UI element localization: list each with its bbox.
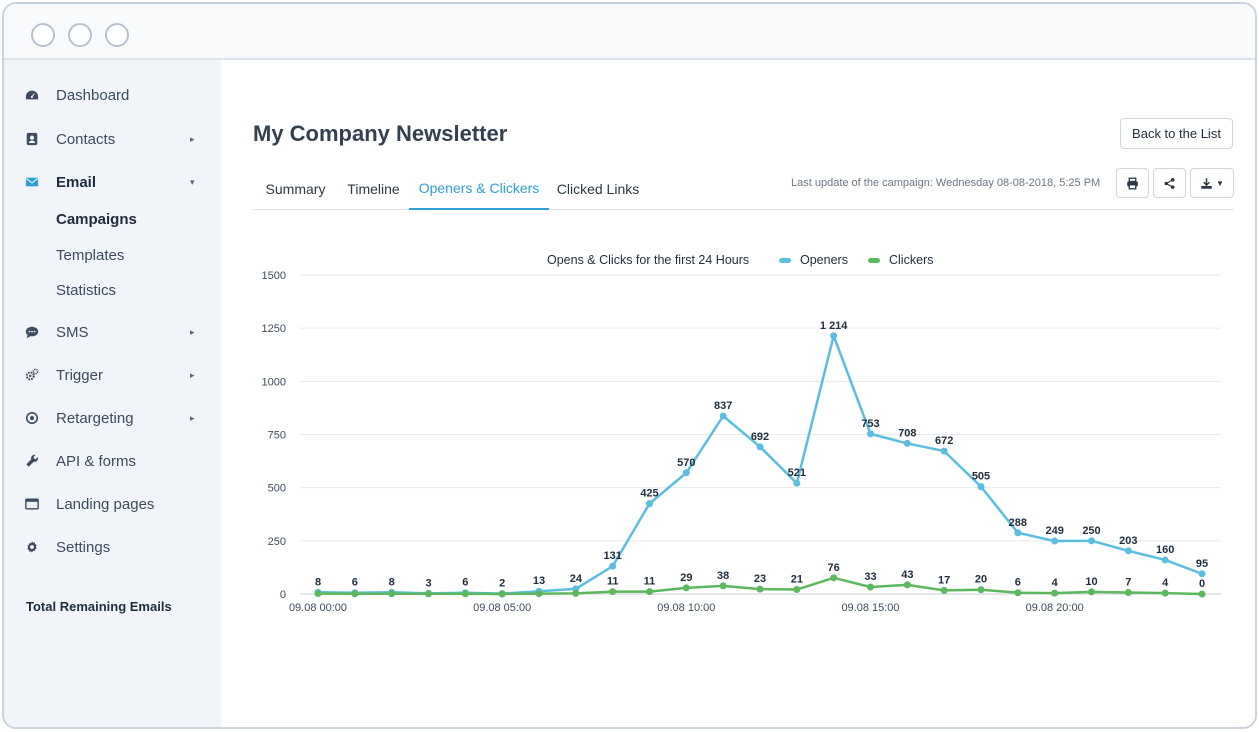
sidebar-subitem-templates[interactable]: Templates bbox=[56, 247, 125, 264]
sidebar-item-contacts[interactable]: Contacts ▸ bbox=[4, 121, 221, 157]
page-title: My Company Newsletter bbox=[253, 121, 508, 146]
contacts-icon bbox=[24, 131, 40, 147]
tab-openers-clickers[interactable]: Openers & Clickers bbox=[409, 168, 549, 210]
legend-label: Openers bbox=[800, 253, 848, 267]
wrench-icon bbox=[24, 453, 40, 469]
sidebar: Dashboard Contacts ▸ Email ▾ Campaigns T… bbox=[4, 60, 221, 727]
total-remaining-emails-label: Total Remaining Emails bbox=[26, 599, 172, 614]
legend-openers[interactable]: Openers bbox=[779, 253, 848, 267]
chart-title: Opens & Clicks for the first 24 Hours bbox=[547, 253, 750, 267]
sidebar-item-settings[interactable]: Settings bbox=[4, 529, 221, 565]
trigger-icon bbox=[24, 367, 40, 383]
sms-icon bbox=[24, 324, 40, 340]
chevron-right-icon: ▸ bbox=[190, 412, 195, 423]
tab-timeline[interactable]: Timeline bbox=[347, 181, 400, 197]
sidebar-item-label: Landing pages bbox=[56, 495, 155, 513]
tab-summary[interactable]: Summary bbox=[265, 181, 326, 197]
legend-swatch-openers bbox=[779, 257, 791, 263]
title-bar bbox=[4, 4, 1255, 60]
sidebar-item-label: SMS bbox=[56, 323, 89, 341]
sidebar-item-label: Trigger bbox=[56, 366, 103, 384]
tab-bar: Summary Timeline Openers & Clickers Clic… bbox=[253, 168, 1234, 210]
share-icon bbox=[1163, 177, 1176, 190]
back-to-list-button[interactable]: Back to the List bbox=[1120, 118, 1233, 149]
sidebar-subitem-campaigns[interactable]: Campaigns bbox=[56, 211, 137, 228]
sidebar-item-email[interactable]: Email ▾ bbox=[4, 164, 221, 200]
sidebar-item-trigger[interactable]: Trigger ▸ bbox=[4, 357, 221, 393]
sidebar-item-label: Dashboard bbox=[56, 86, 130, 104]
email-icon bbox=[24, 174, 40, 190]
sidebar-item-label: API & forms bbox=[56, 452, 137, 470]
sidebar-item-label: Retargeting bbox=[56, 409, 134, 427]
chevron-down-icon: ▾ bbox=[190, 176, 195, 187]
sidebar-item-label: Settings bbox=[56, 538, 111, 556]
sidebar-item-sms[interactable]: SMS ▸ bbox=[4, 314, 221, 350]
print-icon bbox=[1126, 177, 1139, 190]
sidebar-item-landing-pages[interactable]: Landing pages bbox=[4, 486, 221, 522]
chevron-right-icon: ▸ bbox=[190, 133, 195, 144]
dashboard-icon bbox=[24, 87, 40, 103]
legend-clickers[interactable]: Clickers bbox=[868, 253, 933, 267]
download-dropdown-button[interactable]: ▼ bbox=[1190, 168, 1234, 198]
sidebar-item-label: Contacts bbox=[56, 130, 116, 148]
sidebar-subitem-statistics[interactable]: Statistics bbox=[56, 282, 117, 299]
window-control-dot[interactable] bbox=[105, 23, 129, 47]
main-content: My Company Newsletter Back to the List S… bbox=[221, 60, 1255, 727]
sidebar-item-retargeting[interactable]: Retargeting ▸ bbox=[4, 400, 221, 436]
gear-icon bbox=[24, 539, 40, 555]
share-button[interactable] bbox=[1153, 168, 1186, 198]
download-icon bbox=[1200, 177, 1213, 190]
chevron-right-icon: ▸ bbox=[190, 326, 195, 337]
retargeting-icon bbox=[24, 410, 40, 426]
tab-clicked-links[interactable]: Clicked Links bbox=[556, 181, 640, 197]
sidebar-item-api-forms[interactable]: API & forms bbox=[4, 443, 221, 479]
print-button[interactable] bbox=[1116, 168, 1149, 198]
window-control-dot[interactable] bbox=[31, 23, 55, 47]
chevron-right-icon: ▸ bbox=[190, 369, 195, 380]
window-control-dot[interactable] bbox=[68, 23, 92, 47]
last-update-text: Last update of the campaign: Wednesday 0… bbox=[791, 177, 1101, 189]
legend-label: Clickers bbox=[889, 253, 934, 267]
sidebar-item-label: Email bbox=[56, 173, 97, 191]
sidebar-item-dashboard[interactable]: Dashboard bbox=[4, 77, 221, 113]
legend-swatch-clickers bbox=[868, 257, 880, 263]
landing-pages-icon bbox=[24, 496, 40, 512]
chevron-down-icon: ▼ bbox=[1216, 178, 1224, 188]
